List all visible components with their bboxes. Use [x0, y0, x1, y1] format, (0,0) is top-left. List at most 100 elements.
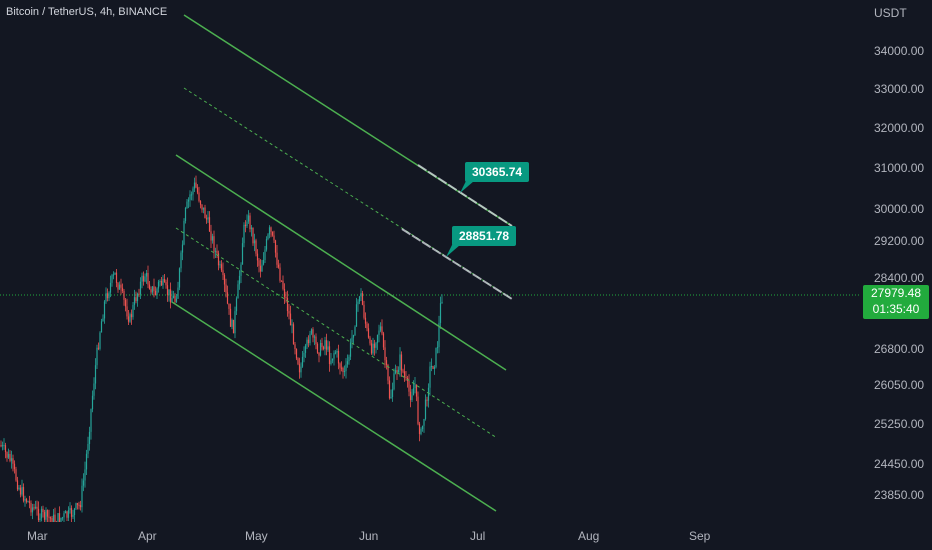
candle-body — [388, 380, 391, 399]
candle-body — [24, 498, 26, 501]
callout-upper-price[interactable]: 30365.74 — [465, 162, 530, 182]
candle-body — [325, 340, 328, 350]
current-price-value: 27979.48 — [870, 286, 922, 300]
candle-body — [96, 347, 98, 366]
candle-body — [46, 510, 49, 517]
candle-body — [18, 487, 20, 490]
candle-body — [391, 389, 394, 398]
candle-body — [172, 295, 175, 298]
candle-body — [432, 365, 434, 369]
candle-body — [253, 240, 256, 244]
candle-body — [397, 369, 400, 373]
lower-channel-lower-line[interactable] — [171, 301, 497, 512]
candle-body — [76, 503, 79, 505]
candle-body — [298, 364, 301, 373]
candle-body — [103, 301, 106, 319]
price-chart[interactable] — [0, 0, 860, 522]
candle-body — [333, 353, 335, 359]
upper-channel-line[interactable] — [183, 14, 513, 227]
candle-body — [279, 267, 281, 281]
candle-body — [73, 508, 76, 516]
candle-body — [274, 240, 277, 253]
candle-body — [318, 352, 320, 356]
candle-body — [64, 511, 67, 514]
candle-body — [381, 326, 383, 334]
candle-body — [78, 504, 80, 506]
candle-body — [436, 347, 439, 349]
candle-body — [181, 244, 184, 253]
candle-body — [282, 280, 284, 289]
candle-body — [91, 395, 94, 410]
candle-body — [177, 287, 179, 299]
candle-body — [396, 370, 398, 373]
candle-body — [433, 367, 436, 369]
candle-body — [57, 513, 59, 522]
candle-body — [202, 207, 205, 210]
candle-body — [217, 253, 220, 266]
candle-body — [121, 287, 124, 291]
time-axis[interactable]: Mar Apr May Jun Jul Aug Sep — [0, 522, 860, 550]
candle-body — [307, 339, 310, 344]
time-tick: Apr — [138, 529, 157, 543]
candle-body — [336, 350, 338, 353]
candle-body — [43, 512, 46, 520]
candle-body — [102, 318, 104, 322]
target-line-upper[interactable] — [417, 164, 513, 227]
candle-body — [216, 250, 218, 254]
candle-body — [9, 454, 11, 461]
candle-body — [420, 428, 422, 434]
candle-body — [250, 227, 253, 230]
candle-body — [280, 280, 283, 282]
price-axis[interactable]: USDT 34000.00 33000.00 32000.00 31000.00… — [860, 0, 932, 550]
candle-body — [189, 194, 191, 200]
candle-body — [79, 505, 82, 508]
candle-body — [405, 376, 407, 378]
candle-body — [150, 289, 152, 293]
candle-body — [207, 217, 209, 220]
candle-body — [346, 361, 349, 365]
candle-body — [244, 224, 247, 227]
candle-body — [304, 345, 307, 353]
price-tick: 32000.00 — [874, 121, 925, 135]
candle-body — [412, 388, 415, 396]
candle-body — [415, 384, 418, 397]
lower-channel-midline[interactable] — [175, 227, 498, 439]
lower-channel-upper-line[interactable] — [175, 154, 507, 371]
candle-body — [291, 324, 293, 326]
candle-body — [343, 371, 346, 373]
candle-body — [39, 518, 41, 521]
candle-body — [109, 282, 112, 293]
candle-body — [21, 487, 23, 495]
candle-body — [147, 272, 149, 285]
candle-body — [163, 279, 166, 283]
candle-body — [339, 363, 341, 368]
candle-body — [309, 333, 311, 344]
candle-body — [106, 293, 109, 299]
candle-body — [186, 201, 188, 209]
candle-body — [355, 304, 358, 327]
candle-body — [114, 272, 116, 275]
candle-body — [265, 239, 268, 250]
candle-body — [328, 346, 331, 365]
candle-body — [382, 333, 385, 348]
candle-body — [286, 297, 289, 312]
candle-body — [49, 517, 52, 519]
candle-body — [54, 514, 56, 522]
callout-lower-price[interactable]: 28851.78 — [452, 226, 517, 246]
candle-body — [141, 275, 143, 282]
candle-body — [25, 498, 28, 502]
candle-body — [378, 330, 380, 335]
price-tick: 23850.00 — [874, 488, 925, 502]
candle-body — [105, 293, 107, 302]
candle-body — [115, 272, 118, 283]
candle-body — [247, 215, 250, 222]
candle-body — [100, 321, 103, 333]
candle-body — [99, 332, 101, 349]
candle-body — [133, 297, 136, 305]
target-line-lower[interactable] — [401, 228, 513, 300]
candle-body — [72, 515, 74, 517]
candle-body — [184, 208, 187, 221]
candle-body — [223, 275, 226, 285]
candle-body — [414, 384, 416, 389]
price-tick: 34000.00 — [874, 44, 925, 58]
